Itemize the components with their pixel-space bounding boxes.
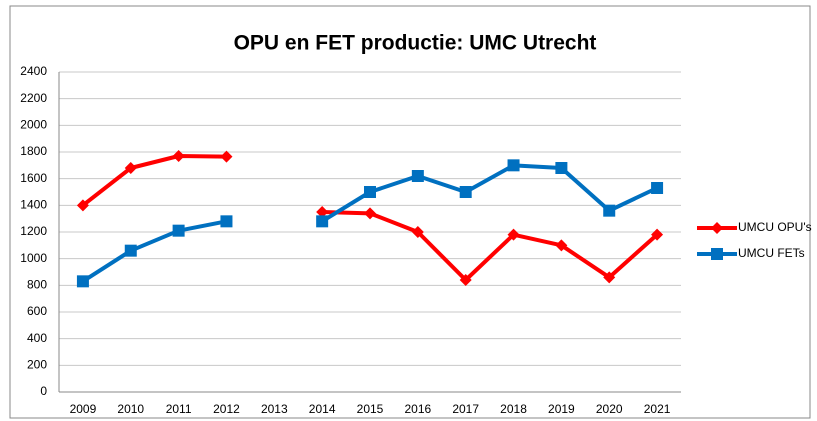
chart-frame [9, 5, 811, 419]
legend-marker [711, 222, 723, 234]
y-tick-label: 2200 [20, 91, 47, 105]
data-point [411, 170, 424, 182]
legend-label: UMCU FETs [738, 246, 805, 260]
x-tick-label: 2018 [500, 402, 527, 416]
y-tick-label: 400 [27, 331, 47, 345]
data-point [411, 226, 424, 238]
y-tick-label: 2400 [20, 64, 47, 78]
data-point [459, 186, 472, 198]
y-tick-label: 1800 [20, 144, 47, 158]
data-point [507, 228, 520, 241]
data-point [76, 199, 89, 212]
y-tick-label: 0 [40, 384, 47, 398]
data-point [555, 239, 568, 252]
x-tick-label: 2013 [261, 402, 288, 416]
y-tick-label: 200 [27, 358, 47, 372]
x-tick-label: 2010 [117, 402, 144, 416]
data-point [364, 207, 376, 220]
data-point [172, 224, 185, 237]
x-tick-label: 2011 [166, 402, 192, 416]
data-point [603, 271, 616, 284]
data-point [220, 150, 233, 163]
y-tick-label: 1600 [20, 171, 47, 185]
data-point [364, 186, 376, 198]
x-tick-label: 2021 [644, 402, 671, 416]
y-tick-label: 800 [27, 278, 47, 292]
series-line [81, 163, 658, 284]
x-tick-label: 2014 [309, 402, 336, 416]
y-tick-label: 1200 [20, 224, 47, 238]
x-tick-label: 2017 [452, 402, 479, 416]
data-point [555, 162, 568, 174]
chart-title: OPU en FET productie: UMC Utrecht [234, 32, 597, 55]
data-point [316, 215, 329, 228]
x-tick-label: 2020 [596, 402, 623, 416]
data-point [651, 182, 664, 194]
y-tick-label: 600 [27, 304, 47, 318]
data-point [76, 275, 89, 288]
data-point [124, 162, 137, 174]
x-tick-label: 2009 [70, 402, 97, 416]
legend-marker [711, 248, 723, 260]
data-point [507, 159, 520, 172]
data-point [124, 244, 137, 257]
series-line [81, 154, 659, 282]
data-point [603, 204, 616, 217]
data-point [220, 215, 233, 228]
data-point [651, 228, 664, 241]
legend-label: UMCU OPU's [738, 220, 812, 234]
x-tick-label: 2015 [357, 402, 384, 416]
x-tick-label: 2016 [404, 402, 431, 416]
y-tick-label: 1400 [20, 198, 47, 212]
data-point [459, 274, 472, 286]
y-tick-label: 1000 [20, 251, 47, 265]
data-point [172, 150, 185, 162]
x-tick-label: 2012 [213, 402, 240, 416]
x-tick-label: 2019 [548, 402, 575, 416]
y-tick-label: 2000 [20, 118, 47, 132]
data-point [316, 206, 329, 218]
